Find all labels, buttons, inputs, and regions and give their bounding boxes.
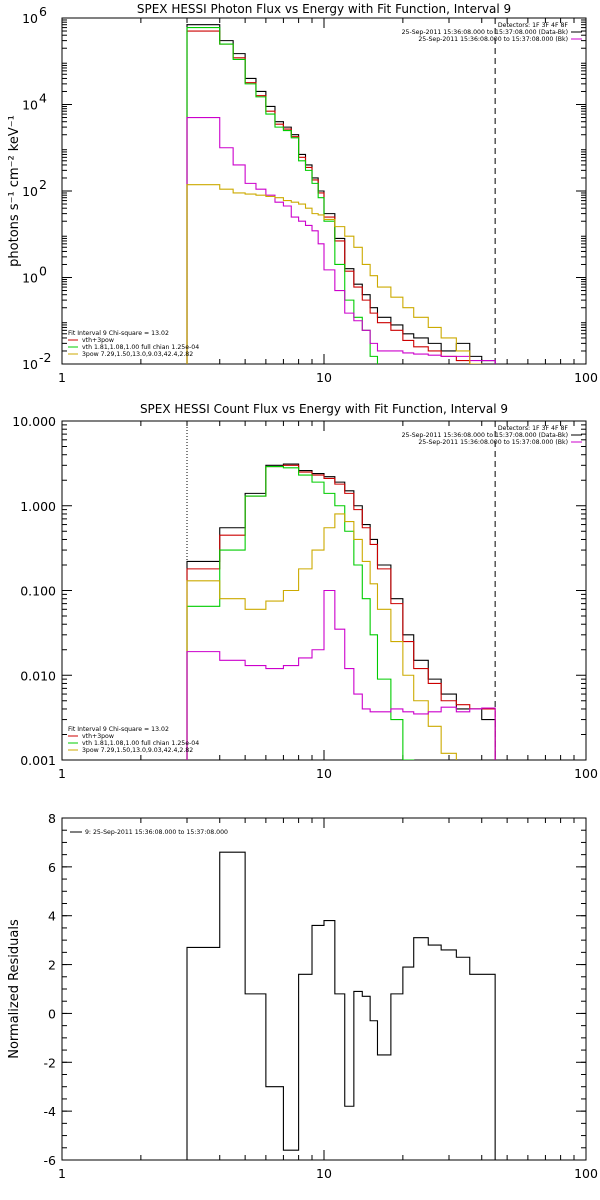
legend-entry: Fit Interval 9 Chi-square = 13.02 bbox=[68, 726, 169, 733]
series-1 bbox=[186, 24, 496, 364]
chart-panel-2: SPEX HESSI Count Flux vs Energy with Fit… bbox=[12, 402, 598, 781]
plot-frame bbox=[61, 817, 587, 1161]
x-tick-label: 1 bbox=[58, 370, 66, 385]
legend-entry: 25-Sep-2011 15:36:08.000 to 15:37:08.000… bbox=[418, 439, 568, 446]
series-2 bbox=[186, 464, 496, 760]
legend-entry: Detectors: 1F 3F 4F 8F bbox=[498, 22, 569, 29]
series-5 bbox=[186, 589, 496, 760]
series-4 bbox=[186, 513, 496, 760]
x-tick-label: 1 bbox=[58, 766, 66, 781]
series-3 bbox=[186, 27, 496, 364]
y-tick-label: 8 bbox=[48, 811, 56, 826]
y-tick-label: -4 bbox=[44, 1104, 57, 1119]
y-tick-label: 1.000 bbox=[20, 499, 56, 514]
x-tick-label: 1 bbox=[58, 1166, 66, 1181]
series-line bbox=[186, 27, 496, 364]
series-1 bbox=[186, 463, 496, 760]
y-tick-label: 10 bbox=[22, 184, 38, 199]
series-3 bbox=[186, 466, 496, 760]
legend-bottom-left: Fit Interval 9 Chi-square = 13.02vth+3po… bbox=[68, 330, 199, 358]
legend-entry: 9: 25-Sep-2011 15:36:08.000 to 15:37:08.… bbox=[85, 829, 228, 836]
legend-entry: vth+3pow bbox=[82, 733, 114, 740]
x-tick-label: 10 bbox=[316, 370, 332, 385]
x-tick-label: 100 bbox=[574, 766, 598, 781]
chart-panel-1: SPEX HESSI Photon Flux vs Energy with Fi… bbox=[7, 2, 598, 385]
series-line bbox=[186, 24, 496, 364]
legend-bottom-left: Fit Interval 9 Chi-square = 13.02vth+3po… bbox=[68, 726, 199, 754]
legend-entry: vth 1.81,1.08,1.00 full chian 1.25e-04 bbox=[82, 740, 199, 747]
y-tick-label: 0 bbox=[48, 1006, 56, 1021]
y-axis: 0.001 0.010 0.100 1.000 10.000 bbox=[12, 414, 586, 768]
series-line bbox=[186, 513, 496, 760]
y-tick-label: 4 bbox=[48, 909, 56, 924]
plot-area bbox=[186, 18, 496, 364]
y-tick-label: 6 bbox=[48, 860, 56, 875]
series-4 bbox=[186, 116, 496, 364]
y-tick-label: 10 bbox=[22, 357, 38, 372]
legend-entry: 25-Sep-2011 15:36:08.000 to 15:37:08.000… bbox=[402, 29, 568, 36]
legend-entry: 25-Sep-2011 15:36:08.000 to 15:37:08.000… bbox=[418, 36, 568, 43]
chart-title: SPEX HESSI Count Flux vs Energy with Fit… bbox=[140, 402, 508, 416]
series-line bbox=[186, 184, 496, 364]
legend-entry: vth 1.81,1.08,1.00 full chian 1.25e-04 bbox=[82, 344, 199, 351]
legend-entry: 25-Sep-2011 15:36:08.000 to 15:37:08.000… bbox=[402, 432, 568, 439]
y-tick-label: 10 bbox=[22, 11, 38, 26]
y-tick-exponent: 0 bbox=[39, 264, 47, 279]
chart-panel-3: 1 10 100 -6 -4 -2 0 2 4 6 8 Normalized Residuals 9: … bbox=[7, 811, 598, 1181]
y-tick-label: 0.100 bbox=[20, 584, 56, 599]
y-axis-label: Normalized Residuals bbox=[7, 919, 22, 1059]
y-tick-label: -2 bbox=[44, 1055, 56, 1070]
x-tick-label: 100 bbox=[574, 1166, 598, 1181]
x-axis: 1 10 100 bbox=[58, 18, 598, 385]
series-line bbox=[186, 851, 496, 1160]
series-line bbox=[186, 589, 496, 760]
legend-entry: 3pow 7.29,1.50,13.0,9.03,42.4,2.82 bbox=[82, 747, 193, 754]
y-tick-label: 0.001 bbox=[20, 753, 56, 768]
y-tick-label: 2 bbox=[48, 958, 56, 973]
series-2 bbox=[186, 30, 496, 364]
y-tick-label: 10 bbox=[22, 271, 38, 286]
y-tick-exponent: -2 bbox=[39, 350, 51, 365]
legend-entry: Detectors: 1F 3F 4F 8F bbox=[498, 425, 569, 432]
y-tick-label: 10 bbox=[22, 98, 38, 113]
series-line bbox=[186, 464, 496, 760]
x-tick-label: 10 bbox=[316, 1166, 332, 1181]
x-tick-label: 100 bbox=[574, 370, 598, 385]
plot-area bbox=[186, 421, 496, 760]
legend-entry: 3pow 7.29,1.50,13.0,9.03,42.4,2.82 bbox=[82, 351, 193, 358]
y-tick-exponent: 2 bbox=[39, 177, 47, 192]
plot-area bbox=[186, 851, 496, 1160]
series-5 bbox=[186, 184, 496, 364]
x-axis: 1 10 100 bbox=[58, 421, 598, 781]
y-tick-exponent: 6 bbox=[39, 4, 47, 19]
series-line bbox=[186, 30, 496, 364]
series-line bbox=[186, 466, 496, 760]
y-tick-label: -6 bbox=[44, 1153, 57, 1168]
series-line bbox=[186, 463, 496, 760]
y-axis-label: photons s⁻¹ cm⁻² keV⁻¹ bbox=[7, 115, 22, 267]
legend-entry: Fit Interval 9 Chi-square = 13.02 bbox=[68, 330, 169, 337]
y-tick-label: 10.000 bbox=[12, 414, 56, 429]
legend-entry: vth+3pow bbox=[82, 337, 114, 344]
legend-top-left: 9: 25-Sep-2011 15:36:08.000 to 15:37:08.… bbox=[70, 829, 228, 836]
chart-title: SPEX HESSI Photon Flux vs Energy with Fi… bbox=[137, 2, 511, 16]
y-tick-label: 0.010 bbox=[20, 668, 56, 683]
series-line bbox=[186, 116, 496, 364]
y-tick-exponent: 4 bbox=[39, 91, 47, 106]
series-1 bbox=[186, 851, 496, 1160]
x-tick-label: 10 bbox=[316, 766, 332, 781]
y-axis: -6 -4 -2 0 2 4 6 8 bbox=[44, 811, 586, 1168]
x-axis: 1 10 100 bbox=[58, 818, 598, 1181]
